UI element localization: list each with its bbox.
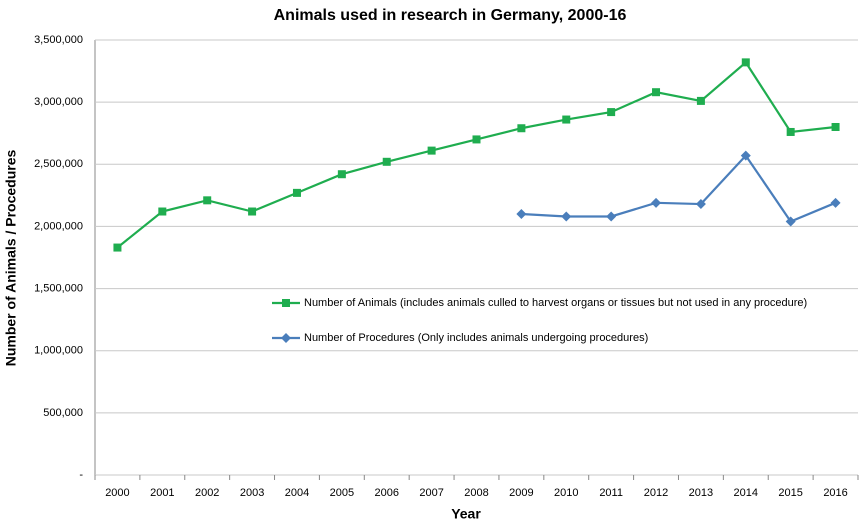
point (516, 209, 527, 219)
x-tick-label: 2006 (374, 487, 398, 499)
x-tick-label: 2009 (509, 487, 533, 499)
point (561, 211, 572, 222)
y-tick-label: 1,000,000 (34, 345, 83, 357)
x-tick-label: 2016 (823, 487, 847, 499)
y-tick-label: 1,500,000 (34, 282, 83, 294)
x-tick-label: 2002 (195, 487, 219, 499)
y-tick-label: - (79, 469, 83, 481)
point (472, 135, 481, 144)
point (740, 150, 751, 161)
point (282, 299, 290, 307)
x-tick-label: 2013 (689, 487, 713, 499)
point (517, 124, 526, 133)
point (652, 88, 661, 97)
series-line (521, 153, 836, 223)
y-axis-title: Number of Animals / Procedures (3, 150, 19, 367)
point (695, 199, 706, 210)
point (785, 216, 796, 227)
x-tick-label: 2014 (734, 487, 758, 499)
x-tick-label: 2011 (599, 487, 623, 499)
point (382, 157, 391, 166)
point (696, 96, 705, 105)
point (651, 197, 662, 208)
point (292, 188, 301, 197)
y-tick-label: 500,000 (43, 407, 83, 419)
point (830, 197, 841, 208)
x-tick-label: 2010 (554, 487, 578, 499)
y-tick-label: 3,000,000 (34, 96, 83, 108)
point (281, 333, 291, 343)
x-tick-label: 2001 (150, 487, 174, 499)
point (248, 207, 257, 216)
x-tick-label: 2008 (464, 487, 488, 499)
point (113, 243, 122, 252)
y-tick-label: 2,500,000 (34, 158, 83, 170)
y-tick-label: 2,000,000 (34, 220, 83, 232)
point (786, 127, 795, 136)
point (606, 211, 617, 222)
point (562, 115, 571, 124)
x-tick-label: 2000 (105, 487, 129, 499)
x-tick-label: 2012 (644, 487, 668, 499)
x-tick-label: 2007 (419, 487, 443, 499)
x-tick-label: 2015 (778, 487, 802, 499)
y-tick-label: 3,500,000 (34, 34, 83, 46)
legend-label: Number of Procedures (Only includes anim… (304, 332, 648, 344)
x-axis-title: Year (451, 506, 481, 522)
point (831, 123, 840, 131)
x-tick-label: 2003 (240, 487, 264, 499)
point (158, 207, 167, 216)
x-tick-label: 2004 (285, 487, 309, 499)
legend-label: Number of Animals (includes animals cull… (304, 297, 807, 309)
point (203, 196, 212, 205)
point (741, 58, 750, 67)
point (427, 146, 436, 155)
point (337, 170, 346, 179)
point (607, 108, 616, 117)
series-line (116, 60, 836, 249)
chart-title: Animals used in research in Germany, 200… (274, 7, 627, 24)
x-tick-label: 2005 (330, 487, 354, 499)
